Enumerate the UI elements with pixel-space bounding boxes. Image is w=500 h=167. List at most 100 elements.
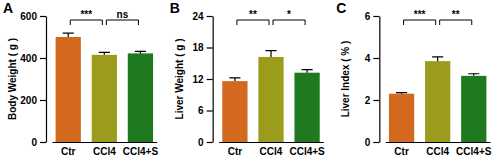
y-tick: 24 bbox=[193, 11, 213, 22]
significance-label: ** bbox=[249, 9, 257, 20]
marks bbox=[56, 33, 153, 142]
y-tick-mark bbox=[207, 110, 213, 111]
x-tick-label: CCl4 bbox=[93, 146, 116, 157]
error-bar-cap bbox=[468, 73, 479, 74]
x-tick: CCl4+S bbox=[123, 142, 159, 157]
error-bar-cap bbox=[135, 51, 146, 52]
error-bar bbox=[265, 51, 276, 57]
significance: ns bbox=[106, 9, 138, 25]
x-tick: Ctr bbox=[394, 142, 409, 157]
error-bar bbox=[63, 33, 74, 37]
x-axis-line bbox=[219, 142, 324, 143]
y-tick-mark bbox=[40, 142, 46, 143]
error-bar bbox=[432, 57, 443, 61]
significance-label: *** bbox=[80, 9, 92, 20]
bar bbox=[258, 57, 283, 142]
y-tick: 4 bbox=[365, 53, 380, 64]
y-tick-mark bbox=[207, 16, 213, 17]
x-tick: CCl4 bbox=[93, 142, 116, 157]
error-bar-stem bbox=[437, 57, 438, 61]
significance: *** bbox=[70, 9, 102, 25]
significance-bracket bbox=[273, 20, 305, 25]
x-tick: CCl4 bbox=[260, 142, 283, 157]
plot: 0 200 400 600 Ctr CCl4 CCl4+S *** ns bbox=[20, 9, 158, 157]
error-bar-cap bbox=[63, 33, 74, 34]
x-tick: CCl4+S bbox=[456, 142, 492, 157]
significance-bracket bbox=[70, 20, 102, 25]
y-tick-label: 4 bbox=[365, 53, 371, 64]
significance: * bbox=[273, 9, 305, 25]
error-bar-stem bbox=[270, 51, 271, 57]
y-tick: 600 bbox=[20, 11, 46, 22]
significance-label: ns bbox=[117, 9, 129, 20]
significance-label: ** bbox=[452, 9, 460, 20]
x-tick-label: CCl4+S bbox=[289, 146, 325, 157]
error-bar-cap bbox=[265, 50, 276, 51]
y-tick-label: 6 bbox=[365, 11, 371, 22]
error-bar bbox=[302, 70, 313, 73]
bar bbox=[294, 73, 319, 142]
bar bbox=[92, 55, 117, 142]
y-tick-label: 0 bbox=[31, 137, 37, 148]
x-tick-label: Ctr bbox=[61, 146, 76, 157]
y-tick: 6 bbox=[198, 105, 213, 116]
y-tick-label: 400 bbox=[20, 53, 37, 64]
panel-title: A bbox=[3, 0, 13, 16]
y-tick: 12 bbox=[193, 74, 213, 85]
significance-bracket bbox=[440, 20, 472, 25]
y-tick-mark bbox=[207, 79, 213, 80]
panel: B06121824CtrCCl4CCl4+S***Liver Weight ( … bbox=[170, 0, 325, 157]
bar bbox=[425, 61, 450, 142]
significance-label: * bbox=[287, 9, 291, 20]
y-tick: 18 bbox=[193, 42, 213, 53]
y-tick-label: 200 bbox=[20, 95, 37, 106]
y-axis-title: Liver Index ( % ) bbox=[340, 41, 351, 118]
error-bar bbox=[229, 78, 240, 81]
x-axis: Ctr CCl4 CCl4+S bbox=[219, 142, 325, 157]
y-tick: 400 bbox=[20, 53, 46, 64]
y-tick-label: 18 bbox=[193, 42, 205, 53]
y-tick-label: 0 bbox=[365, 137, 371, 148]
y-axis-line bbox=[213, 17, 214, 143]
x-tick: Ctr bbox=[61, 142, 76, 157]
y-axis: 0 2 4 6 bbox=[365, 11, 380, 148]
error-bar bbox=[135, 51, 146, 53]
significance-bracket bbox=[237, 20, 269, 25]
x-tick: Ctr bbox=[228, 142, 243, 157]
y-axis-title: Liver Weight ( g ) bbox=[174, 39, 185, 120]
error-bar bbox=[468, 74, 479, 76]
error-bar bbox=[396, 93, 407, 94]
y-tick-label: 2 bbox=[365, 95, 371, 106]
y-tick: 2 bbox=[365, 95, 380, 106]
y-tick-label: 600 bbox=[20, 11, 37, 22]
x-tick-label: Ctr bbox=[228, 146, 243, 157]
y-tick-label: 24 bbox=[193, 11, 205, 22]
x-tick: CCl4 bbox=[426, 142, 449, 157]
x-axis-line bbox=[386, 142, 491, 143]
y-axis: 0 200 400 600 bbox=[20, 11, 46, 148]
significance-bracket bbox=[106, 20, 138, 25]
significance: ** bbox=[237, 9, 269, 25]
x-tick-label: Ctr bbox=[394, 146, 409, 157]
plot: 06121824CtrCCl4CCl4+S*** bbox=[193, 9, 326, 157]
significance-bracket bbox=[404, 20, 436, 25]
x-axis: Ctr CCl4 CCl4+S bbox=[386, 142, 492, 157]
y-tick-mark bbox=[373, 16, 379, 17]
error-bar-cap bbox=[229, 77, 240, 78]
y-tick-mark bbox=[207, 47, 213, 48]
x-tick-label: CCl4 bbox=[260, 146, 283, 157]
y-tick-mark bbox=[207, 142, 213, 143]
y-tick-mark bbox=[40, 100, 46, 101]
y-tick: 0 bbox=[198, 137, 213, 148]
x-tick-label: CCl4+S bbox=[123, 146, 159, 157]
panel: C0246CtrCCl4CCl4+S*****Liver Index ( % ) bbox=[336, 0, 491, 157]
significance: *** bbox=[404, 9, 436, 25]
plot: 0246CtrCCl4CCl4+S***** bbox=[365, 9, 492, 157]
y-tick-mark bbox=[40, 58, 46, 59]
x-tick: CCl4+S bbox=[289, 142, 325, 157]
figure: A0200400600CtrCCl4CCl4+S***nsBody Weight… bbox=[0, 0, 500, 167]
y-tick: 0 bbox=[31, 137, 46, 148]
bar bbox=[461, 76, 486, 142]
y-tick-label: 12 bbox=[193, 74, 205, 85]
y-axis-line bbox=[46, 17, 47, 143]
